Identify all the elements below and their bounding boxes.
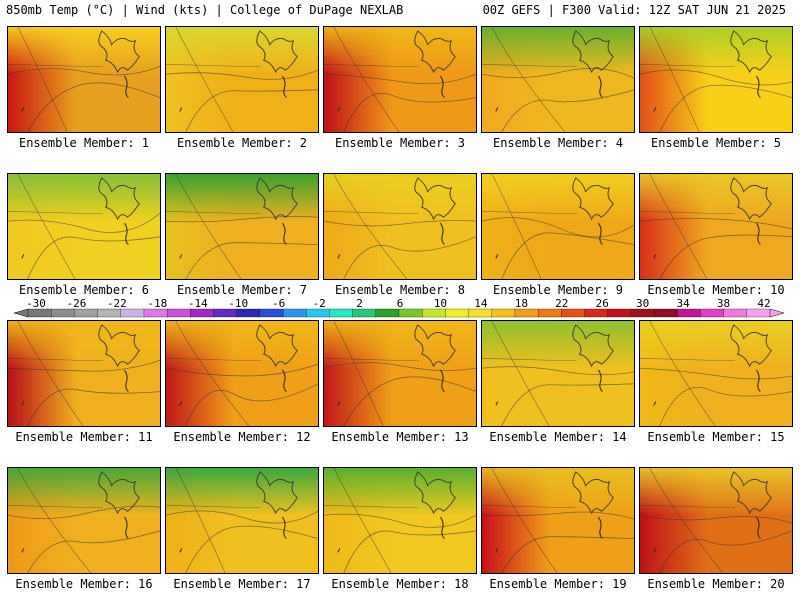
colorbar-segment	[259, 308, 284, 318]
colorbar-tick-label: -26	[66, 297, 87, 310]
member-label: Ensemble Member: 1	[18, 136, 150, 150]
member-label: Ensemble Member: 20	[647, 577, 785, 591]
ensemble-member-map	[639, 173, 793, 280]
colorbar-tick-label: 42	[757, 297, 771, 310]
temperature-colorbar	[13, 308, 785, 318]
colorbar-right-arrow	[769, 308, 785, 318]
member-label: Ensemble Member: 17	[173, 577, 311, 591]
colorbar-tick-label: -22	[106, 297, 127, 310]
ensemble-member-map	[323, 467, 477, 574]
ensemble-member-map	[639, 467, 793, 574]
ensemble-member-map	[165, 320, 319, 427]
colorbar-segment	[120, 308, 145, 318]
colorbar-tick-label: -2	[312, 297, 326, 310]
member-label: Ensemble Member: 9	[492, 283, 624, 297]
member-label: Ensemble Member: 3	[334, 136, 466, 150]
map-title: 850mb Temp (°C) | Wind (kts) | College o…	[6, 3, 404, 17]
colorbar-tick-label: 18	[514, 297, 528, 310]
ensemble-member-map	[7, 320, 161, 427]
colorbar-tick-label: -10	[228, 297, 249, 310]
colorbar-tick-label: 34	[676, 297, 690, 310]
colorbar-tick-label: 2	[356, 297, 363, 310]
colorbar-segment	[329, 308, 354, 318]
colorbar-segment	[561, 308, 585, 318]
member-label: Ensemble Member: 12	[173, 430, 311, 444]
colorbar-segment	[653, 308, 678, 318]
colorbar-tick-label: 6	[396, 297, 404, 310]
colorbar-left-arrow	[13, 308, 29, 318]
member-label: Ensemble Member: 16	[15, 577, 153, 591]
ensemble-member-map	[323, 26, 477, 133]
colorbar-segment	[375, 308, 400, 318]
colorbar-segment	[445, 308, 470, 318]
member-label: Ensemble Member: 14	[489, 430, 627, 444]
member-label: Ensemble Member: 2	[176, 136, 308, 150]
colorbar-tick-label: -30	[26, 297, 46, 310]
colorbar-segment	[213, 308, 238, 318]
ensemble-member-map	[481, 467, 635, 574]
colorbar-segment	[352, 308, 377, 318]
colorbar-segment	[51, 308, 75, 318]
ensemble-member-map	[639, 320, 793, 427]
member-label: Ensemble Member: 10	[647, 283, 785, 297]
member-label: Ensemble Member: 6	[18, 283, 150, 297]
colorbar-tick-label: 30	[636, 297, 650, 310]
colorbar-segment	[166, 308, 191, 318]
colorbar-segment	[584, 308, 609, 318]
ensemble-member-map	[165, 467, 319, 574]
colorbar-segment	[491, 308, 516, 318]
colorbar-segment	[746, 308, 771, 318]
colorbar-segment	[468, 308, 493, 318]
colorbar-segment	[607, 308, 632, 318]
colorbar-tick-label: -14	[187, 297, 208, 310]
valid-time: 00Z GEFS | F300 Valid: 12Z SAT JUN 21 20…	[482, 3, 786, 17]
member-label: Ensemble Member: 5	[650, 136, 782, 150]
colorbar-segment	[398, 308, 423, 318]
ensemble-member-map	[323, 173, 477, 280]
colorbar-tick-label: -6	[272, 297, 286, 310]
colorbar-segment	[236, 308, 261, 318]
colorbar-segment	[723, 308, 748, 318]
colorbar-segment	[422, 308, 446, 318]
colorbar-segment	[677, 308, 701, 318]
colorbar-segment	[282, 308, 307, 318]
ensemble-member-map	[165, 26, 319, 133]
colorbar-segment	[27, 308, 52, 318]
colorbar-segment	[143, 308, 168, 318]
colorbar-segment	[700, 308, 725, 318]
colorbar-segment	[74, 308, 99, 318]
colorbar-segment	[97, 308, 122, 318]
ensemble-member-map	[639, 26, 793, 133]
colorbar-segment	[306, 308, 330, 318]
member-label: Ensemble Member: 4	[492, 136, 624, 150]
member-label: Ensemble Member: 7	[176, 283, 308, 297]
colorbar-tick-label: 38	[716, 297, 731, 310]
member-label: Ensemble Member: 19	[489, 577, 627, 591]
colorbar-segment	[630, 308, 655, 318]
colorbar-tick-label: 26	[595, 297, 609, 310]
colorbar-segment	[514, 308, 539, 318]
member-label: Ensemble Member: 13	[331, 430, 469, 444]
member-label: Ensemble Member: 18	[331, 577, 469, 591]
member-label: Ensemble Member: 11	[15, 430, 153, 444]
ensemble-member-map	[481, 320, 635, 427]
member-label: Ensemble Member: 8	[334, 283, 466, 297]
ensemble-member-map	[323, 320, 477, 427]
ensemble-member-map	[7, 26, 161, 133]
colorbar-segment	[190, 308, 214, 318]
ensemble-member-map	[7, 467, 161, 574]
colorbar-tick-label: 22	[555, 297, 569, 310]
ensemble-member-map	[481, 26, 635, 133]
colorbar-tick-label: 10	[433, 297, 448, 310]
ensemble-member-map	[7, 173, 161, 280]
ensemble-member-map	[481, 173, 635, 280]
ensemble-member-map	[165, 173, 319, 280]
colorbar-segment	[537, 308, 562, 318]
colorbar-tick-label: -18	[147, 297, 168, 310]
member-label: Ensemble Member: 15	[647, 430, 785, 444]
colorbar-tick-label: 14	[474, 297, 488, 310]
